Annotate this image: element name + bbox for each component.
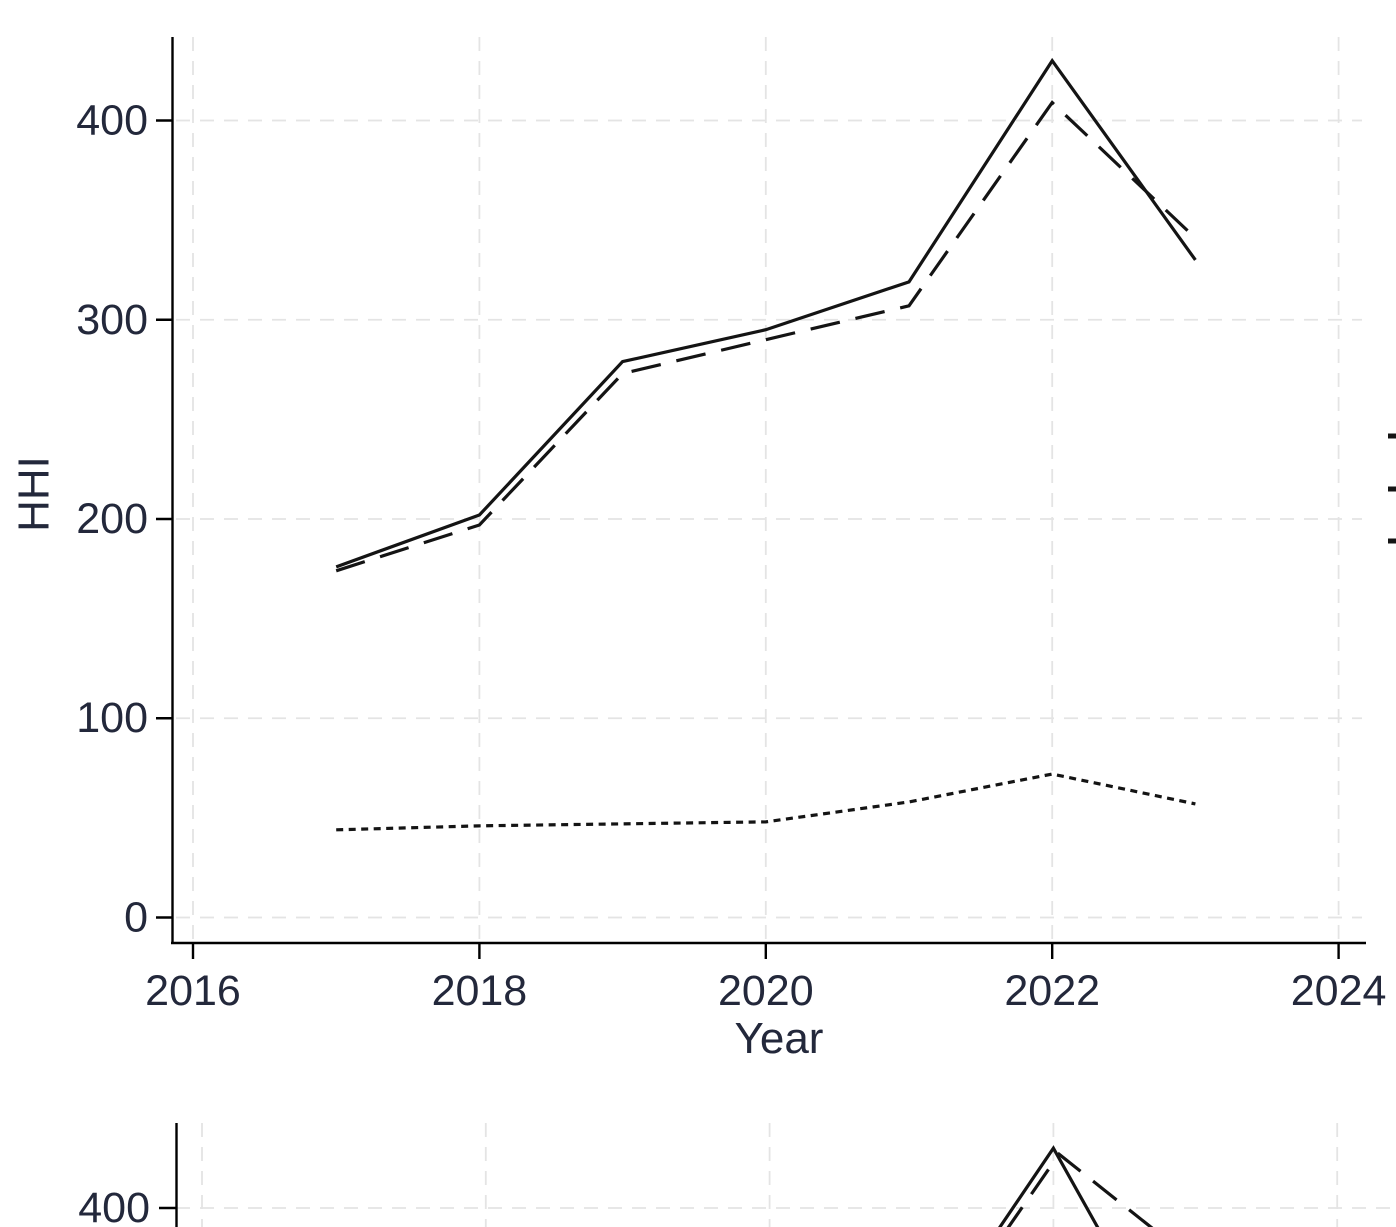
bottom-panel-labels: 400: [78, 1184, 150, 1227]
x-tick-label-2020: 2020: [718, 967, 814, 1015]
x-tick-label-2016: 2016: [145, 967, 241, 1015]
bottom-long-dash-line: [1006, 1151, 1154, 1227]
top-panel-series: [335, 57, 1197, 832]
bottom-panel-series: [998, 1145, 1154, 1227]
x-axis-title: Year: [735, 1014, 824, 1063]
bottom-panel-gridlines: [176, 1123, 1396, 1227]
bottom-y-tick-label-400: 400: [78, 1184, 150, 1227]
y-tick-label-0: 0: [124, 894, 148, 942]
y-tick-label-200: 200: [76, 495, 148, 543]
legend-cropped-stubs: [1388, 433, 1396, 544]
top-panel-labels: 400 300 200 100 0 2016 2018 2020 2022 20…: [10, 97, 1387, 1064]
bottom-solid-line: [998, 1145, 1100, 1227]
y-axis-title: HHI: [10, 456, 59, 532]
top-long-dash-line: [335, 100, 1197, 573]
top-panel-gridlines: [176, 37, 1362, 940]
top-short-dash-line: [336, 772, 1196, 832]
y-tick-label-400: 400: [76, 97, 148, 145]
top-solid-line: [335, 57, 1197, 569]
x-tick-label-2022: 2022: [1004, 967, 1100, 1015]
x-tick-label-2018: 2018: [432, 967, 528, 1015]
x-tick-label-2024: 2024: [1291, 967, 1387, 1015]
bottom-panel-axes: [159, 1123, 178, 1227]
y-tick-label-300: 300: [76, 296, 148, 344]
top-panel-axes: [156, 37, 1366, 959]
y-tick-label-100: 100: [76, 694, 148, 742]
